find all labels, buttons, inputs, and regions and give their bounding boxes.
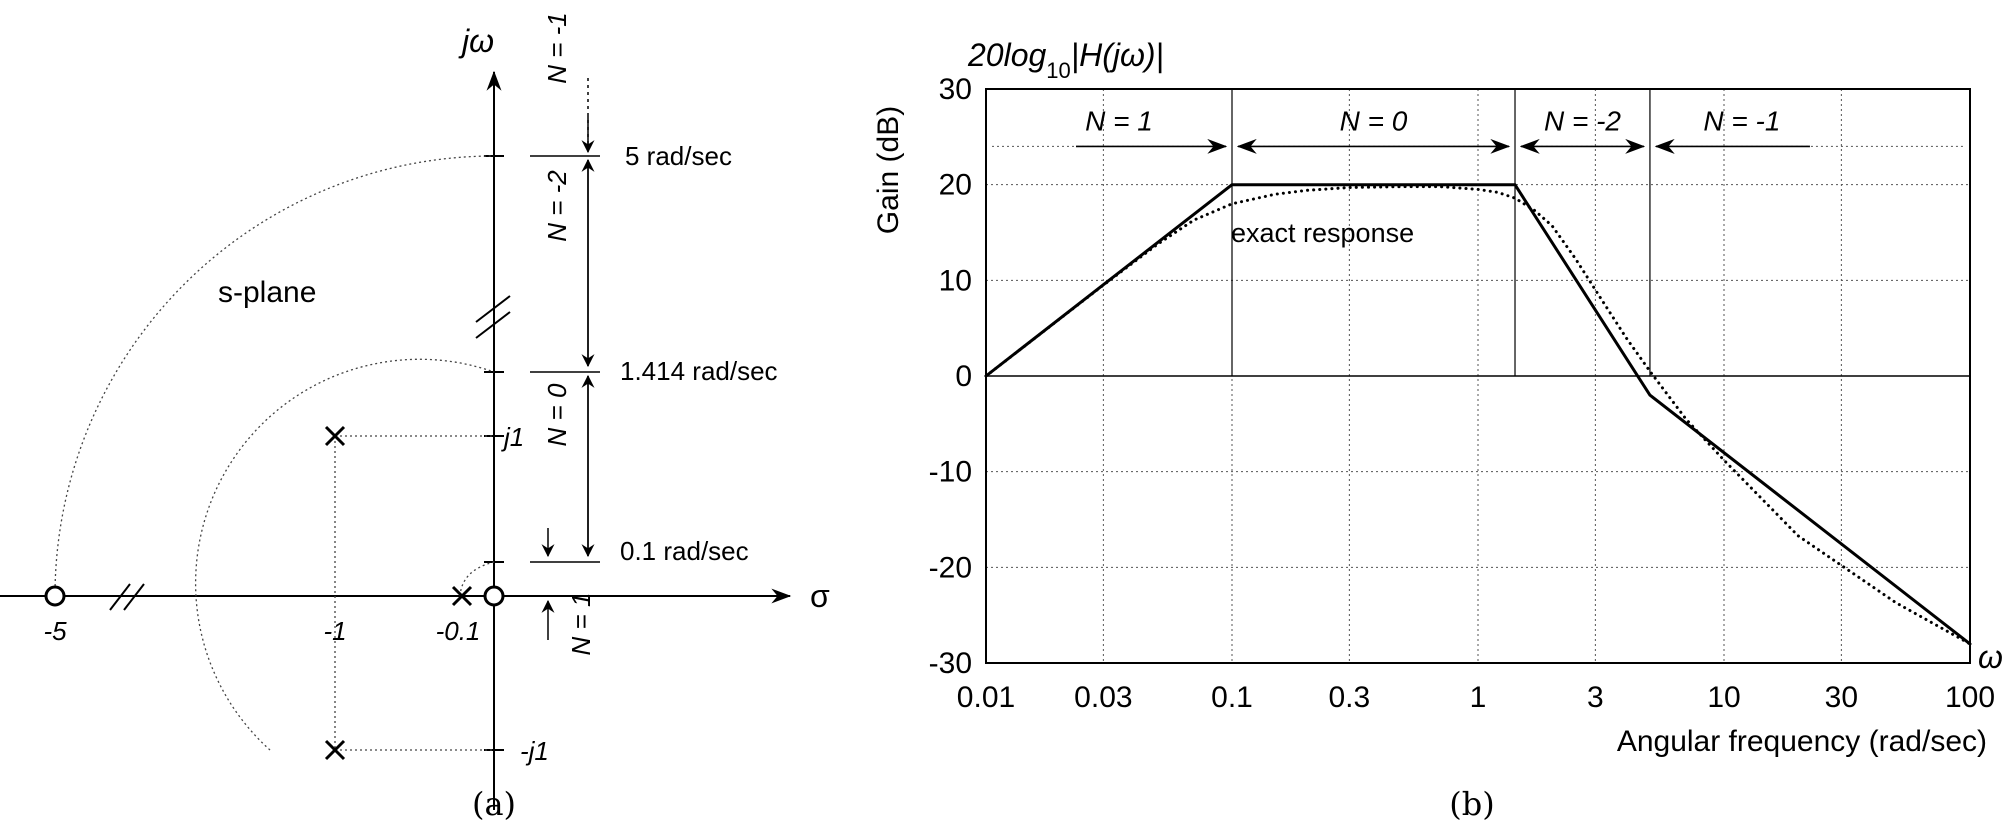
x-tick-label: 0.3 bbox=[1329, 681, 1371, 714]
y-tick-label: -10 bbox=[929, 456, 972, 489]
caption-a: (a) bbox=[472, 785, 516, 823]
sigma-axis-break bbox=[109, 583, 145, 611]
tick-label-neg1: -1 bbox=[323, 616, 346, 646]
slope-label-n-neg2: N = -2 bbox=[542, 170, 572, 242]
y-tick-label: 20 bbox=[939, 169, 972, 202]
tick-label-neg0-1: -0.1 bbox=[436, 616, 481, 646]
x-tick-label: 10 bbox=[1707, 681, 1740, 714]
y-tick-label: -20 bbox=[929, 551, 972, 584]
x-tick-labels: 0.01 0.03 0.1 0.3 1 3 10 30 100 bbox=[957, 681, 1995, 714]
y-tick-labels: -30 -20 -10 0 10 20 30 bbox=[929, 73, 972, 680]
sigma-axis-label: σ bbox=[810, 578, 830, 614]
x-tick-label: 3 bbox=[1587, 681, 1604, 714]
construction-lines bbox=[54, 155, 495, 751]
jw-axis-break bbox=[475, 295, 511, 339]
region-label: N = -1 bbox=[1703, 105, 1780, 136]
zero-marker bbox=[483, 585, 505, 607]
s-plane-label: s-plane bbox=[218, 276, 316, 309]
freq-label-1-414: 1.414 rad/sec bbox=[620, 356, 778, 386]
chart-title-sub: 10 bbox=[1046, 58, 1070, 83]
jw-axis-label: jω bbox=[458, 23, 494, 59]
slope-label-n-neg1: N = -1 bbox=[542, 12, 572, 84]
chart-title-post: |H(jω)| bbox=[1071, 37, 1164, 73]
plot-frame bbox=[985, 88, 1971, 664]
region-label: N = 1 bbox=[1085, 105, 1153, 136]
y-tick-label: -30 bbox=[929, 647, 972, 680]
tick-label-neg5: -5 bbox=[43, 616, 67, 646]
s-plane-diagram: jω σ s-plane -5 -1 -0.1 j1 -j1 5 rad/sec… bbox=[0, 12, 830, 823]
pole-marker bbox=[324, 425, 346, 447]
y-axis-label: Gain (dB) bbox=[872, 106, 905, 234]
slope-label-n-1: N = 1 bbox=[566, 593, 596, 656]
x-axis-label: Angular frequency (rad/sec) bbox=[1617, 725, 1987, 758]
tick-label-neg-j1: -j1 bbox=[520, 736, 549, 766]
reference-lines bbox=[986, 89, 1970, 377]
frequency-levels bbox=[530, 155, 600, 563]
slope-label-n-0: N = 0 bbox=[542, 383, 572, 446]
pole-marker bbox=[451, 585, 473, 607]
x-tick-label: 0.1 bbox=[1211, 681, 1253, 714]
zero-marker bbox=[44, 585, 66, 607]
slope-arrows bbox=[541, 78, 595, 640]
caption-b: (b) bbox=[1449, 785, 1494, 823]
omega-label: ω bbox=[1978, 639, 2003, 675]
y-tick-label: 10 bbox=[939, 264, 972, 297]
bode-chart: 0.01 0.03 0.1 0.3 1 3 10 30 100 -30 -20 -10 0 10 20 30… bbox=[872, 37, 2003, 823]
tick-label-j1: j1 bbox=[501, 422, 524, 452]
series-exact-response bbox=[984, 185, 1972, 646]
chart-title: 20log10|H(jω)| bbox=[967, 37, 1164, 83]
chart-title-main: 20log bbox=[967, 37, 1047, 73]
x-tick-label: 1 bbox=[1470, 681, 1487, 714]
freq-label-0-1: 0.1 rad/sec bbox=[620, 536, 749, 566]
pole-marker bbox=[324, 739, 346, 761]
x-tick-label: 100 bbox=[1945, 681, 1995, 714]
y-tick-label: 0 bbox=[955, 360, 972, 393]
x-tick-label: 0.01 bbox=[957, 681, 1015, 714]
x-tick-label: 0.03 bbox=[1074, 681, 1132, 714]
region-label: N = -2 bbox=[1544, 105, 1621, 136]
x-tick-label: 30 bbox=[1825, 681, 1858, 714]
annotation-exact-response: exact response bbox=[1231, 218, 1414, 248]
region-label: N = 0 bbox=[1340, 105, 1408, 136]
y-tick-label: 30 bbox=[939, 73, 972, 106]
slope-regions: N = 1 N = 0 N = -2 N = -1 bbox=[992, 105, 1964, 154]
freq-label-5: 5 rad/sec bbox=[625, 141, 732, 171]
chart-series bbox=[984, 183, 1972, 646]
